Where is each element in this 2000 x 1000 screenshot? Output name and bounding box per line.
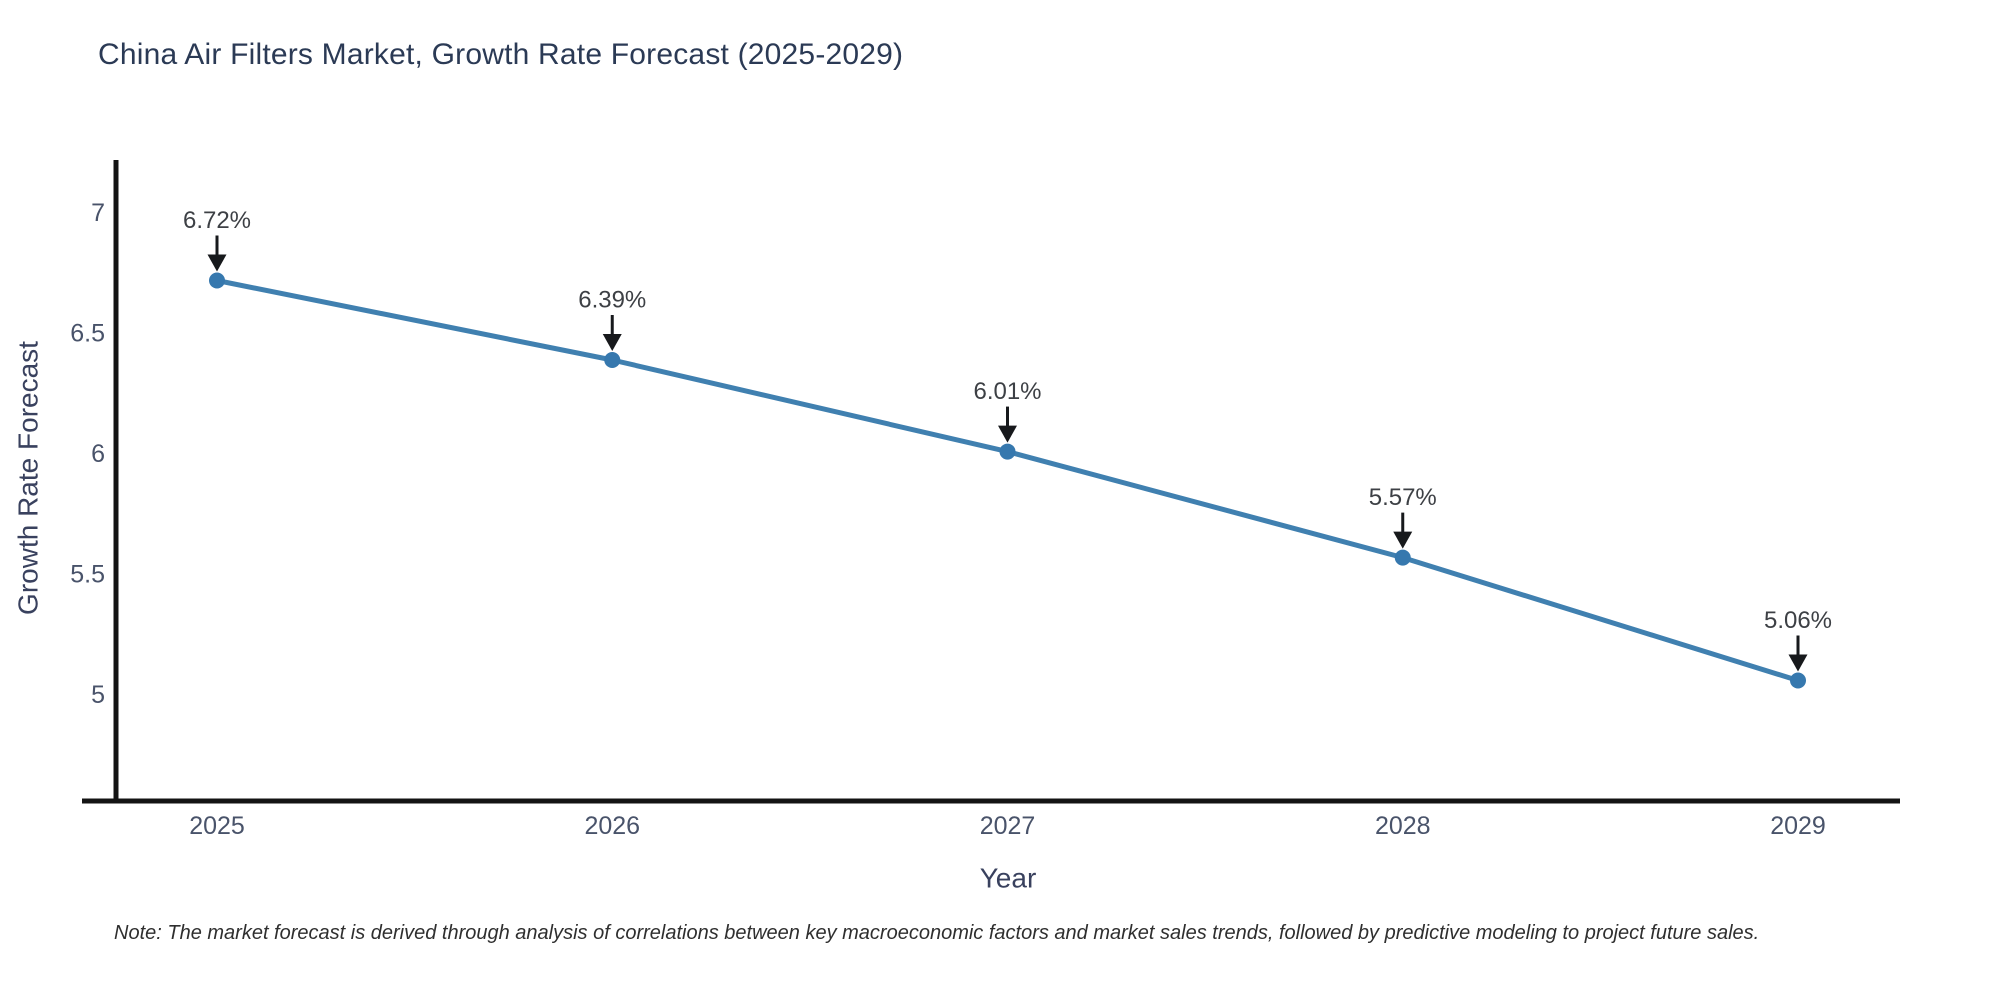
data-point-marker: [1394, 549, 1411, 566]
x-tick-label: 2026: [584, 812, 640, 840]
annotation: 5.06%: [1764, 607, 1832, 672]
annotation-label: 5.57%: [1369, 484, 1437, 511]
x-tick-label: 2028: [1375, 812, 1431, 840]
annotation-arrow-head: [998, 425, 1017, 443]
chart-title: China Air Filters Market, Growth Rate Fo…: [98, 38, 904, 71]
annotations: 6.72% 6.39% 6.01% 5.57% 5.06%: [183, 207, 1832, 672]
annotation: 5.57%: [1369, 484, 1437, 549]
annotation: 6.01%: [973, 378, 1042, 443]
annotation-label: 5.06%: [1764, 607, 1832, 634]
data-point-marker: [1790, 672, 1806, 689]
y-tick-label: 6.5: [70, 320, 105, 348]
annotation-label: 6.39%: [578, 287, 646, 314]
annotation-label: 6.72%: [183, 207, 251, 234]
chart-note: Note: The market forecast is derived thr…: [114, 922, 1760, 944]
y-tick-label: 5: [91, 681, 105, 709]
x-axis-title: Year: [980, 863, 1037, 894]
x-tick-label: 2025: [189, 812, 245, 840]
data-point-marker: [604, 352, 621, 369]
y-tick-label: 7: [91, 199, 105, 227]
annotation: 6.39%: [578, 287, 646, 352]
annotation-arrow-head: [1788, 654, 1808, 672]
y-axis-ticks: 7 6.5 6 5.5 5: [70, 199, 105, 709]
annotation-arrow-head: [1393, 531, 1413, 549]
x-tick-label: 2029: [1770, 812, 1826, 840]
y-tick-label: 5.5: [70, 560, 105, 588]
x-axis-ticks: 2025 2026 2027 2028 2029: [189, 812, 1826, 840]
annotation-label: 6.01%: [973, 378, 1041, 405]
annotation-arrow-head: [207, 254, 227, 272]
y-tick-label: 6: [91, 440, 105, 468]
series-line: [214, 278, 1801, 683]
data-points: [209, 272, 1806, 689]
annotation: 6.72%: [183, 207, 251, 272]
y-axis-title: Growth Rate Forecast: [13, 341, 44, 615]
data-point-marker: [999, 443, 1016, 460]
x-tick-label: 2027: [980, 812, 1036, 840]
annotation-arrow-head: [602, 334, 622, 352]
data-point-marker: [209, 272, 225, 289]
